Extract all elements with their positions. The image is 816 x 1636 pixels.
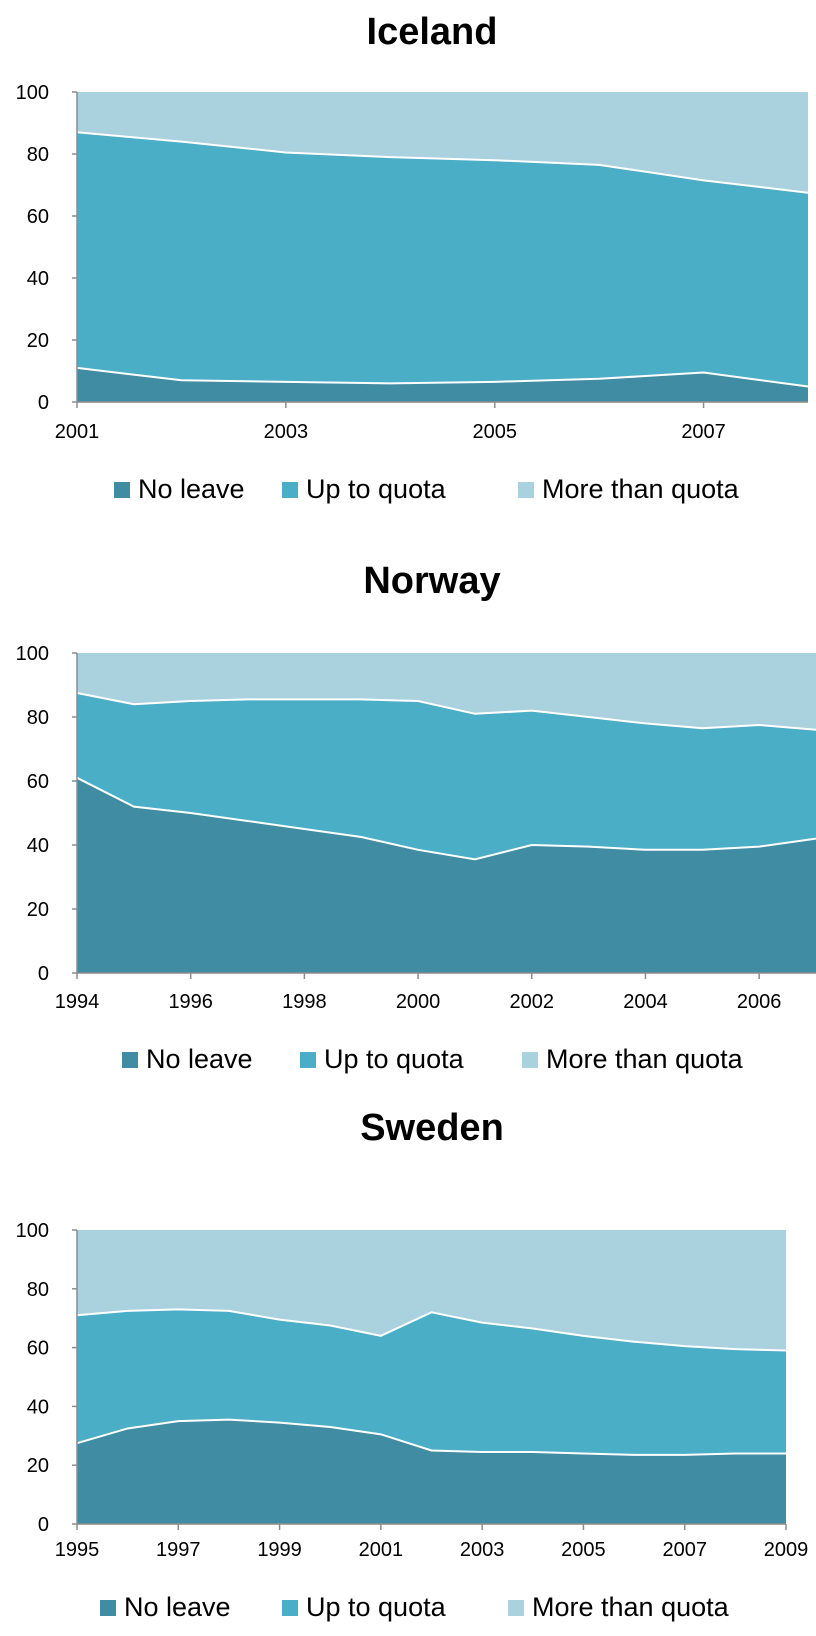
- sweden-legend-label-more-than-quota: More than quota: [532, 1592, 730, 1622]
- norway-y-tick-label: 20: [27, 899, 49, 921]
- sweden-chart-svg: Sweden 0 20 40 60 80 100 1995 1997 1999 2001 2003 20…: [16, 1107, 809, 1622]
- sweden-chart: Sweden 0 20 40 60 80 100 1995 1997 1999 2001 2003 20…: [0, 1096, 816, 1636]
- iceland-boundary-up-to-quota: [76, 131, 809, 194]
- iceland-legend-swatch-up-to-quota: [282, 482, 298, 498]
- sweden-title: Sweden: [360, 1107, 504, 1149]
- norway-x-tick-label: 1994: [55, 991, 100, 1013]
- iceland-chart: Iceland 0 20 40 60 80 100 2001 2003 2005 2007 No le…: [0, 0, 816, 540]
- iceland-x-tick-label: 2003: [264, 421, 309, 443]
- iceland-y-tick-label: 20: [27, 330, 49, 352]
- norway-x-tick-label: 2002: [510, 991, 555, 1013]
- iceland-legend-label-up-to-quota: Up to quota: [306, 474, 447, 504]
- iceland-area-more-than-quota: [77, 92, 808, 193]
- sweden-y-tick-label: 40: [27, 1396, 49, 1418]
- norway-x-tick-label: 1998: [282, 991, 327, 1013]
- sweden-boundary-no-leave: [76, 1418, 786, 1456]
- sweden-legend-label-no-leave: No leave: [124, 1592, 231, 1622]
- norway-y-tick-label: 0: [38, 963, 49, 985]
- norway-x-tick-label: 2000: [396, 991, 441, 1013]
- iceland-y-tick-label: 100: [16, 82, 49, 104]
- norway-legend-label-up-to-quota: Up to quota: [324, 1044, 465, 1074]
- sweden-x-tick-label: 2005: [561, 1539, 606, 1561]
- iceland-y-tick-label: 40: [27, 268, 49, 290]
- norway-chart-svg: Norway 0 20 40 60 80 100 1994 1996 1998 2000 2002 20…: [16, 560, 816, 1074]
- norway-legend-label-more-than-quota: More than quota: [546, 1044, 744, 1074]
- norway-title: Norway: [363, 560, 500, 602]
- norway-chart: Norway 0 20 40 60 80 100 1994 1996 1998 2000 2002 20…: [0, 548, 816, 1088]
- norway-area-more-than-quota: [77, 653, 816, 730]
- iceland-area-up-to-quota: [77, 132, 808, 387]
- sweden-x-tick-label: 2003: [460, 1539, 505, 1561]
- norway-y-tick-label: 60: [27, 771, 49, 793]
- iceland-legend-label-more-than-quota: More than quota: [542, 474, 740, 504]
- iceland-y-tick-label: 0: [38, 392, 49, 414]
- sweden-x-tick-label: 1995: [55, 1539, 100, 1561]
- sweden-legend-swatch-up-to-quota: [282, 1600, 298, 1616]
- iceland-y-tick-label: 60: [27, 206, 49, 228]
- norway-legend-swatch-more-than-quota: [522, 1052, 538, 1068]
- sweden-legend-label-up-to-quota: Up to quota: [306, 1592, 447, 1622]
- norway-legend-swatch-up-to-quota: [300, 1052, 316, 1068]
- sweden-y-tick-label: 20: [27, 1455, 49, 1477]
- sweden-x-tick-label: 1999: [257, 1539, 302, 1561]
- sweden-y-tick-label: 60: [27, 1338, 49, 1360]
- sweden-x-tick-label: 2001: [359, 1539, 404, 1561]
- sweden-y-tick-label: 0: [38, 1514, 49, 1536]
- sweden-area-up-to-quota: [77, 1309, 786, 1455]
- norway-y-tick-label: 80: [27, 707, 49, 729]
- sweden-x-tick-label: 2009: [764, 1539, 809, 1561]
- iceland-chart-svg: Iceland 0 20 40 60 80 100 2001 2003 2005 2007 No le…: [16, 11, 809, 504]
- iceland-area-no-leave: [77, 367, 808, 402]
- norway-boundary-no-leave: [76, 776, 816, 861]
- sweden-boundary-up-to-quota: [76, 1308, 787, 1352]
- sweden-x-tick-label: 2007: [662, 1539, 707, 1561]
- norway-y-tick-label: 100: [16, 643, 49, 665]
- iceland-x-tick-label: 2005: [472, 421, 517, 443]
- norway-legend-label-no-leave: No leave: [146, 1044, 253, 1074]
- iceland-boundary-no-leave: [76, 366, 809, 388]
- iceland-legend-swatch-no-leave: [114, 482, 130, 498]
- norway-boundary-up-to-quota: [76, 692, 816, 731]
- norway-y-tick-label: 40: [27, 835, 49, 857]
- iceland-x-tick-label: 2001: [55, 421, 100, 443]
- iceland-legend-swatch-more-than-quota: [518, 482, 534, 498]
- sweden-area-no-leave: [77, 1419, 786, 1524]
- norway-area-no-leave: [77, 777, 816, 973]
- norway-x-tick-label: 2006: [737, 991, 782, 1013]
- iceland-legend-label-no-leave: No leave: [138, 474, 245, 504]
- iceland-y-tick-label: 80: [27, 144, 49, 166]
- sweden-y-tick-label: 100: [16, 1220, 49, 1242]
- sweden-legend-swatch-more-than-quota: [508, 1600, 524, 1616]
- sweden-y-tick-label: 80: [27, 1279, 49, 1301]
- norway-legend-swatch-no-leave: [122, 1052, 138, 1068]
- sweden-legend-swatch-no-leave: [100, 1600, 116, 1616]
- sweden-x-tick-label: 1997: [156, 1539, 201, 1561]
- iceland-title: Iceland: [367, 11, 498, 53]
- norway-area-up-to-quota: [77, 693, 816, 860]
- norway-x-tick-label: 1996: [168, 991, 213, 1013]
- iceland-x-tick-label: 2007: [681, 421, 726, 443]
- sweden-area-more-than-quota: [77, 1230, 786, 1351]
- norway-x-tick-label: 2004: [623, 991, 668, 1013]
